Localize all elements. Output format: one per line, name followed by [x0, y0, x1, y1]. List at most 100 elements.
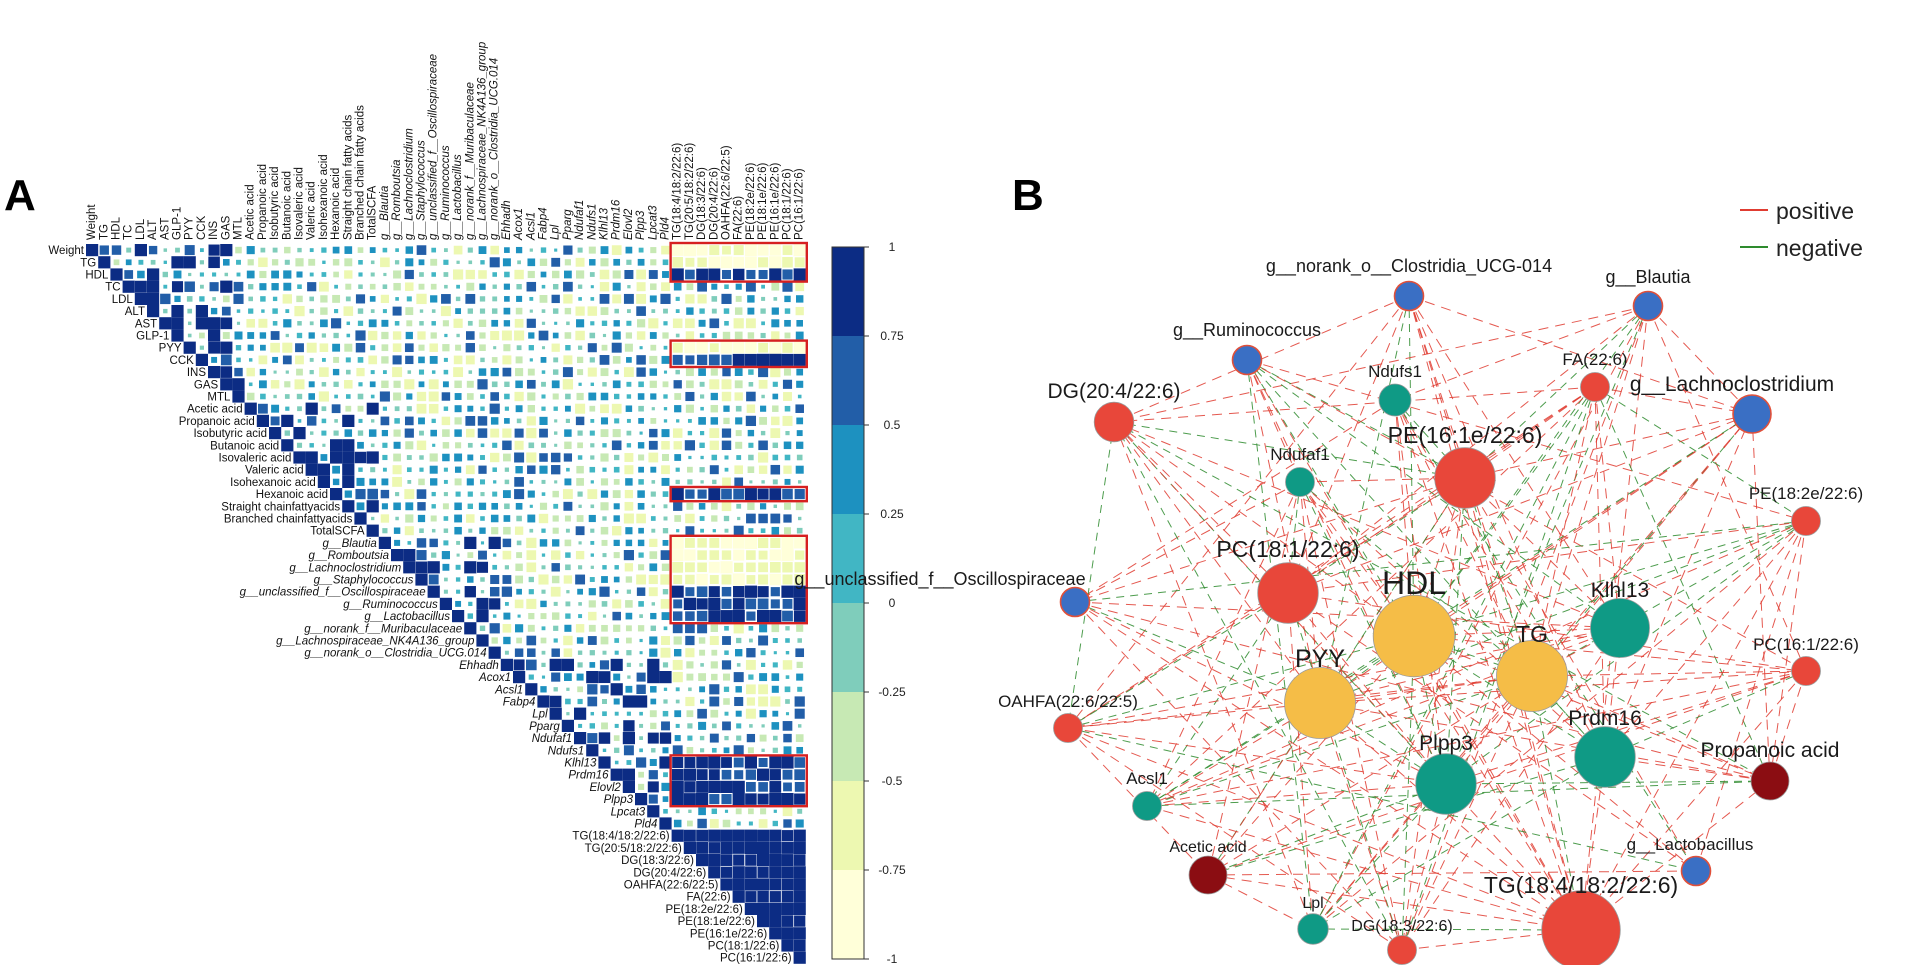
row-label-g-staphylococcus: g__Staphylococcus: [314, 575, 414, 587]
heatmap-cell-30-56: [769, 610, 782, 623]
heatmap-cell-3-57: [782, 281, 793, 292]
heatmap-cell-1-3: [125, 259, 132, 266]
heatmap-cell-38-46: [649, 710, 657, 718]
col-label-g-ruminococcus: g__Ruminococcus: [440, 145, 452, 240]
heatmap-cell-18-56: [770, 464, 781, 475]
heatmap-cell-23-29: [443, 528, 449, 533]
heatmap-cell-25-29: [441, 551, 450, 560]
colorbar-segment-6: [832, 692, 864, 782]
heatmap-cell-4-37: [539, 295, 548, 303]
edge-124: [1287, 592, 1314, 930]
heatmap-cell-32-39: [563, 635, 573, 646]
heatmap-cell-24-33: [488, 536, 501, 549]
heatmap-cell-10-53: [734, 368, 743, 376]
heatmap-cell-22-53: [737, 516, 741, 521]
heatmap-cell-45-58: [794, 793, 806, 805]
heatmap-cell-6-58: [796, 320, 803, 327]
heatmap-cell-2-25: [393, 270, 402, 279]
heatmap-cell-44-58: [794, 782, 805, 792]
heatmap-cell-42-49: [684, 757, 696, 768]
heatmap-cell-48-52: [720, 829, 733, 842]
heatmap-cell-24-35: [516, 540, 522, 546]
heatmap-cell-18-49: [687, 466, 693, 473]
heatmap-cell-4-56: [773, 297, 778, 301]
heatmap-cell-16-44: [626, 443, 632, 448]
heatmap-cell-7-35: [514, 330, 525, 341]
heatmap-cell-36-38: [553, 687, 558, 692]
heatmap-cell-44-57: [783, 782, 792, 792]
heatmap-cell-12-36: [527, 392, 536, 401]
heatmap-cell-37-51: [709, 696, 720, 707]
heatmap-cell-4-26: [406, 296, 412, 302]
edge-9: [1408, 295, 1606, 758]
heatmap-cell-3-24: [382, 284, 388, 289]
heatmap-cell-14-28: [431, 418, 436, 424]
colorbar-tick-label-3: 0.5: [884, 418, 901, 432]
heatmap-cell-19-32: [479, 479, 486, 485]
heatmap-cell-9-56: [769, 353, 782, 366]
heatmap-cell-20-21: [344, 490, 352, 498]
row-label-ast: AST: [135, 318, 157, 330]
legend-negative-label: negative: [1776, 235, 1863, 261]
heatmap-cell-11-34: [504, 381, 510, 387]
heatmap-cell-19-46: [651, 480, 656, 484]
heatmap-cell-18-57: [783, 465, 792, 474]
heatmap-cell-12-29: [441, 392, 451, 401]
heatmap-cell-29-54: [745, 598, 757, 610]
heatmap-cell-52-55: [757, 878, 770, 891]
heatmap-cell-8-39: [565, 345, 571, 351]
heatmap-cell-31-36: [527, 624, 535, 632]
heatmap-cell-35-52: [722, 673, 731, 681]
heatmap-cell-31-35: [515, 624, 524, 633]
heatmap-cell-22-56: [770, 513, 781, 524]
heatmap-cell-5-29: [440, 306, 451, 317]
heatmap-cell-34-36: [525, 659, 537, 671]
heatmap-cell-20-35: [514, 489, 525, 500]
heatmap-cell-9-52: [721, 354, 732, 366]
heatmap-cell-31-48: [672, 623, 683, 634]
heatmap-cell-27-48: [673, 575, 683, 584]
heatmap-cell-0-17: [297, 247, 302, 253]
col-label-tc: TC: [123, 225, 135, 240]
heatmap-cell-14-57: [782, 415, 793, 426]
heatmap-cell-20-58: [794, 489, 805, 500]
heatmap-cell-7-52: [722, 331, 731, 340]
heatmap-cell-39-55: [761, 724, 765, 728]
heatmap-cell-1-24: [380, 257, 390, 268]
heatmap-cell-49-54: [744, 841, 757, 854]
heatmap-cell-4-44: [623, 293, 634, 304]
heatmap-cell-4-31: [465, 293, 476, 304]
heatmap-cell-10-15: [273, 370, 277, 374]
heatmap-cell-14-16: [281, 414, 294, 427]
heatmap-cell-24-24: [378, 536, 391, 549]
heatmap-cell-6-48: [672, 318, 683, 329]
heatmap-cell-0-42: [600, 246, 609, 255]
col-label-klhl13: Klhl13: [599, 207, 611, 240]
heatmap-cell-0-2: [111, 245, 122, 255]
heatmap-cell-8-21: [344, 343, 353, 352]
heatmap-cell-3-15: [271, 283, 279, 291]
heatmap-cell-39-44: [623, 720, 635, 732]
heatmap-cell-34-50: [700, 663, 704, 667]
row-label-propanoic-acid: Propanoic acid: [179, 416, 255, 428]
heatmap-cell-36-40: [577, 686, 583, 693]
heatmap-cell-46-52: [724, 809, 729, 813]
heatmap-cell-2-12: [236, 272, 241, 277]
node-ndufaf1: [1285, 467, 1315, 497]
heatmap-cell-34-52: [721, 660, 732, 670]
heatmap-cell-15-53: [735, 430, 742, 437]
heatmap-cell-14-32: [477, 416, 488, 426]
colorbar-tick-label-8: -0.75: [878, 863, 906, 877]
heatmap-cell-19-34: [504, 479, 510, 485]
heatmap-cell-9-38: [553, 357, 559, 363]
heatmap-cell-7-19: [321, 333, 327, 338]
node-label-acetic-acid: Acetic acid: [1169, 839, 1246, 856]
heatmap-cell-28-45: [636, 587, 646, 596]
heatmap-cell-29-36: [526, 598, 537, 609]
heatmap-cell-8-30: [455, 344, 462, 351]
heatmap-cell-21-57: [784, 502, 791, 510]
node-label-klhl13: Klhl13: [1591, 579, 1649, 602]
heatmap-cell-16-22: [357, 441, 364, 449]
heatmap-cell-0-21: [344, 246, 353, 254]
